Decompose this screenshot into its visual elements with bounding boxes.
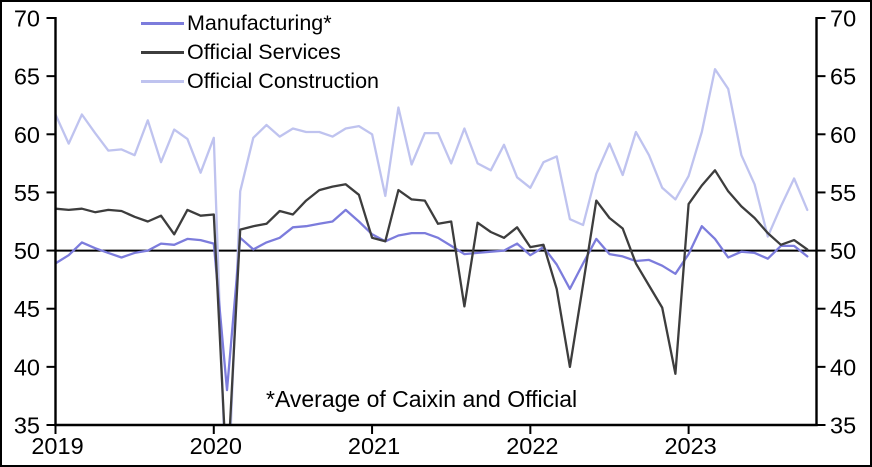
y-tick-label-right: 40: [830, 354, 856, 380]
y-tick-label-left: 55: [14, 180, 40, 206]
legend-label-official-construction: Official Construction: [187, 68, 379, 93]
legend-line-sample-official-services: [141, 51, 184, 54]
x-tick-label: 2020: [190, 433, 242, 459]
y-tick-label-left: 50: [14, 238, 40, 264]
x-tick-label: 2022: [506, 433, 558, 459]
y-tick-label-right: 35: [830, 413, 856, 439]
legend-line-sample-official-construction: [141, 80, 184, 83]
y-tick-label-left: 70: [14, 5, 40, 31]
y-tick-label-right: 70: [830, 5, 856, 31]
footnote: *Average of Caixin and Official: [266, 386, 578, 412]
x-tick-label: 2023: [664, 433, 716, 459]
legend-label-official-services: Official Services: [187, 39, 341, 64]
y-tick-label-left: 35: [14, 413, 40, 439]
y-tick-label-left: 65: [14, 64, 40, 90]
y-tick-label-right: 50: [830, 238, 856, 264]
series-line-manufacturing: [55, 208, 809, 392]
series-line-official-construction: [55, 68, 809, 426]
y-tick-label-right: 55: [830, 180, 856, 206]
legend-item-official-services: Official Services: [141, 38, 379, 67]
y-tick-label-left: 45: [14, 296, 40, 322]
legend-label-manufacturing: Manufacturing*: [187, 10, 332, 35]
legend-line-sample-manufacturing: [141, 22, 184, 25]
x-tick-label: 2019: [31, 433, 83, 459]
y-tick-label-left: 40: [14, 354, 40, 380]
y-tick-label-right: 65: [830, 64, 856, 90]
y-tick-label-right: 45: [830, 296, 856, 322]
y-tick-label-right: 60: [830, 122, 856, 148]
legend: Manufacturing* Official Services Officia…: [141, 9, 379, 96]
legend-item-official-construction: Official Construction: [141, 67, 379, 96]
x-tick-label: 2021: [348, 433, 400, 459]
y-tick-label-left: 60: [14, 122, 40, 148]
series-line-official-services: [55, 169, 809, 426]
legend-item-manufacturing: Manufacturing*: [141, 9, 379, 38]
